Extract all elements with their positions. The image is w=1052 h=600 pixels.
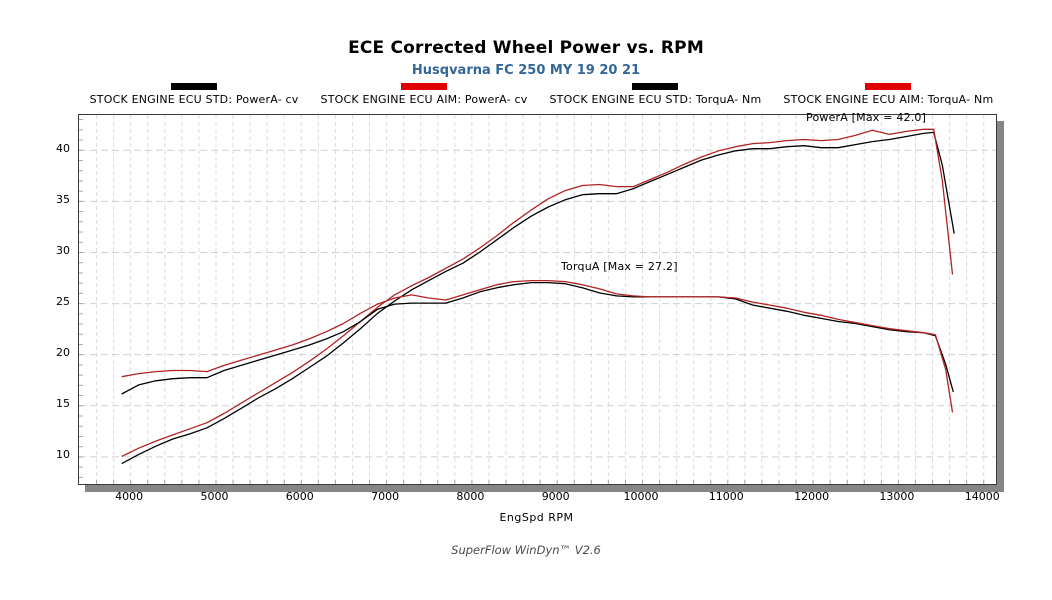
plot-area bbox=[78, 114, 997, 485]
legend-item-label: STOCK ENGINE ECU AIM: PowerA- cv bbox=[320, 93, 528, 106]
x-tick-label: 6000 bbox=[285, 490, 314, 503]
torque-max-annotation: TorquA [Max = 27.2] bbox=[561, 260, 678, 273]
x-tick-label: 5000 bbox=[200, 490, 229, 503]
series-curve bbox=[121, 128, 954, 457]
legend-color-swatch bbox=[171, 83, 218, 90]
legend-color-swatch bbox=[632, 83, 679, 90]
x-tick-label: 10000 bbox=[623, 490, 659, 503]
series-curve bbox=[121, 279, 954, 413]
chart-title: ECE Corrected Wheel Power vs. RPM bbox=[348, 38, 704, 58]
y-tick-label: 25 bbox=[56, 295, 70, 309]
x-tick-label: 11000 bbox=[708, 490, 744, 503]
legend-item-label: STOCK ENGINE ECU STD: TorquA- Nm bbox=[549, 93, 762, 106]
x-tick-label: 8000 bbox=[456, 490, 485, 503]
legend-item-aim-torque: STOCK ENGINE ECU AIM: TorquA- Nm bbox=[783, 83, 993, 106]
legend-item-aim-power: STOCK ENGINE ECU AIM: PowerA- cv bbox=[321, 83, 528, 106]
power-max-annotation: PowerA [Max = 42.0] bbox=[806, 111, 927, 124]
x-axis-title: EngSpd RPM bbox=[499, 511, 574, 524]
legend: STOCK ENGINE ECU STD: PowerA- cv STOCK E… bbox=[78, 83, 995, 106]
y-tick-label: 30 bbox=[56, 243, 70, 257]
x-tick-label: 14000 bbox=[964, 490, 1000, 503]
legend-item-label: STOCK ENGINE ECU STD: PowerA- cv bbox=[89, 93, 299, 106]
y-tick-label: 10 bbox=[56, 448, 70, 462]
legend-color-swatch bbox=[865, 83, 912, 90]
y-tick-label: 40 bbox=[56, 141, 70, 155]
footer-software-version: SuperFlow WinDyn™ V2.6 bbox=[451, 543, 601, 557]
y-tick-label: 20 bbox=[56, 346, 70, 360]
chart-canvas bbox=[79, 115, 996, 484]
x-tick-label: 7000 bbox=[371, 490, 400, 503]
legend-item-std-power: STOCK ENGINE ECU STD: PowerA- cv bbox=[90, 83, 299, 106]
y-tick-label: 15 bbox=[56, 397, 70, 411]
chart-subtitle: Husqvarna FC 250 MY 19 20 21 bbox=[411, 63, 641, 78]
x-tick-label: 12000 bbox=[794, 490, 830, 503]
series-curve bbox=[121, 281, 954, 395]
x-tick-label: 4000 bbox=[115, 490, 144, 503]
legend-item-std-torque: STOCK ENGINE ECU STD: TorquA- Nm bbox=[550, 83, 762, 106]
legend-item-label: STOCK ENGINE ECU AIM: TorquA- Nm bbox=[783, 93, 994, 106]
y-tick-label: 35 bbox=[56, 192, 70, 206]
x-tick-label: 9000 bbox=[541, 490, 570, 503]
legend-color-swatch bbox=[401, 83, 447, 90]
series-curve bbox=[121, 131, 955, 465]
x-tick-label: 13000 bbox=[879, 490, 915, 503]
